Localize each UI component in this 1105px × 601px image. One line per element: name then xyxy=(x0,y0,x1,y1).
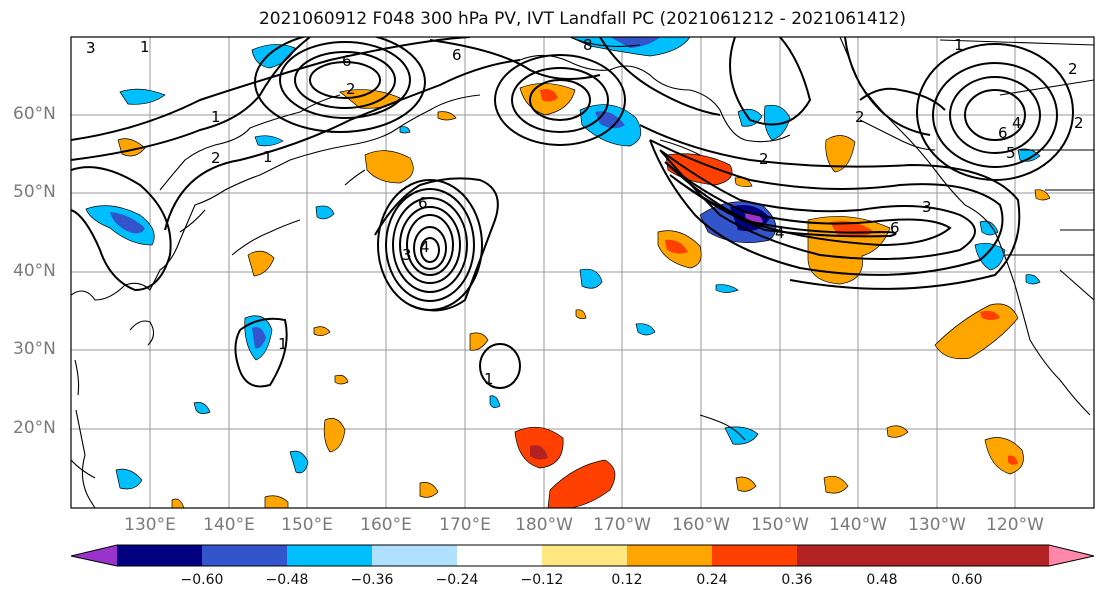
colorbar-tick-label: −0.48 xyxy=(265,572,309,588)
latitude-label: 50°N xyxy=(13,182,56,202)
contour-label: 4 xyxy=(775,224,785,242)
colorbar-tick-label: −0.36 xyxy=(350,572,394,588)
positive-anomaly-areas xyxy=(117,83,1051,508)
longitude-label: 150°W xyxy=(751,515,809,535)
longitude-label: 170°W xyxy=(593,515,651,535)
longitude-label: 120°W xyxy=(986,515,1044,535)
colorbar-segment xyxy=(797,545,882,566)
contour-label: 2 xyxy=(855,108,865,126)
contour-label: 2 xyxy=(211,149,221,167)
colorbar-tick-label: −0.60 xyxy=(180,572,224,588)
colorbar-outline xyxy=(70,544,1095,567)
colorbar-tick-label: 0.24 xyxy=(696,572,728,588)
longitude-label: 150°E xyxy=(281,515,333,535)
colorbar-segment xyxy=(287,545,372,566)
contour-label: 2 xyxy=(1068,60,1078,78)
colorbar-tick-label: 0.60 xyxy=(951,572,983,588)
colorbar xyxy=(70,544,1095,567)
contour-label: 3 xyxy=(922,198,932,216)
longitude-label: 180°W xyxy=(515,515,573,535)
longitude-label: 130°W xyxy=(908,515,966,535)
contour-label: 6 xyxy=(418,194,428,212)
colorbar-tick-label: 0.36 xyxy=(781,572,813,588)
colorbar-tick-label: −0.12 xyxy=(520,572,564,588)
colorbar-extend-min xyxy=(71,545,117,566)
map-frame xyxy=(70,36,1095,509)
map-title: 2021060912 F048 300 hPa PV, IVT Landfall… xyxy=(258,9,906,29)
pv-contours xyxy=(71,37,1074,389)
colorbar-segment xyxy=(372,545,457,566)
contour-label-group: 3 1 6 6 8 2 1 1 6 4 3 2 1 2 4 2 2 4 5 6 … xyxy=(86,36,1084,388)
contour-label: 1 xyxy=(954,36,964,54)
contour-label: 6 xyxy=(342,52,352,70)
contour-label: 1 xyxy=(140,38,150,56)
contour-label: 6 xyxy=(452,46,462,64)
longitude-label: 140°E xyxy=(203,515,255,535)
contour-label: 8 xyxy=(583,36,593,54)
negative-anomaly-areas xyxy=(85,37,1041,490)
latitude-label: 40°N xyxy=(13,261,56,281)
contour-label: 1 xyxy=(484,370,494,388)
colorbar-extend-max xyxy=(1049,545,1094,566)
longitude-label: 160°E xyxy=(360,515,412,535)
colorbar-tick-label: −0.24 xyxy=(435,572,479,588)
contour-label: 2 xyxy=(346,80,356,98)
contour-label: 4 xyxy=(420,238,430,256)
longitude-label: 160°W xyxy=(672,515,730,535)
contour-label: 4 xyxy=(1012,114,1022,132)
contour-label: 1 xyxy=(263,148,273,166)
colorbar-tick-label: 0.48 xyxy=(866,572,898,588)
contour-label: 6 xyxy=(998,124,1008,142)
contour-label: 3 xyxy=(86,39,96,57)
colorbar-segment xyxy=(117,545,202,566)
longitude-label: 140°W xyxy=(829,515,887,535)
contour-label: 1 xyxy=(278,335,288,353)
longitude-label: 130°E xyxy=(124,515,176,535)
contour-label: 1 xyxy=(211,108,221,126)
colorbar-segment xyxy=(542,545,627,566)
contour-label: 3 xyxy=(402,246,412,264)
contour-label: 2 xyxy=(759,150,769,168)
colorbar-segment xyxy=(882,545,1049,566)
contour-label: 5 xyxy=(1006,144,1016,162)
longitude-label: 170°E xyxy=(439,515,491,535)
contour-label: 6 xyxy=(890,219,900,237)
latitude-label: 20°N xyxy=(13,418,56,438)
colorbar-segment xyxy=(457,545,542,566)
latitude-label: 60°N xyxy=(13,104,56,124)
colorbar-segment xyxy=(627,545,712,566)
colorbar-segment xyxy=(202,545,287,566)
latitude-label: 30°N xyxy=(13,339,56,359)
colorbar-tick-label: 0.12 xyxy=(611,572,643,588)
colorbar-segment xyxy=(712,545,797,566)
contour-label: 2 xyxy=(1074,114,1084,132)
